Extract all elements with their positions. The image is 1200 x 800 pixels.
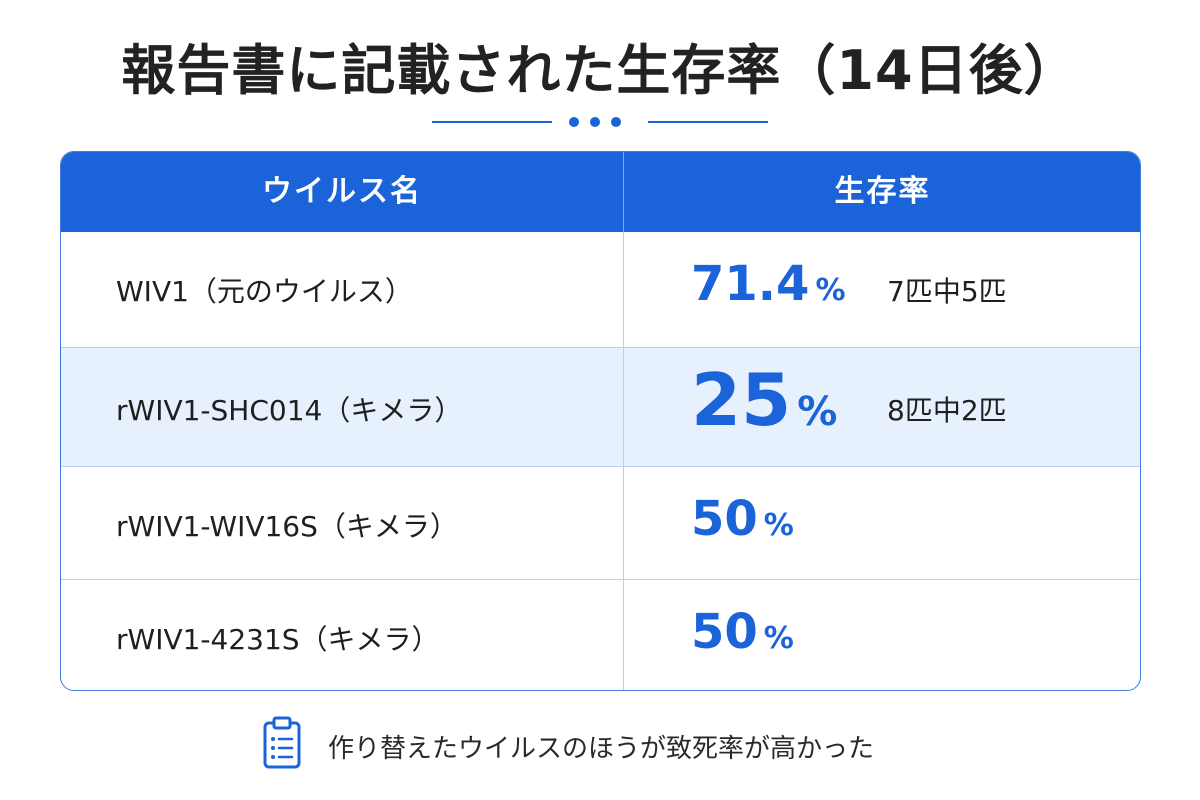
survival-rate-unit: % [797,389,838,435]
table-row: rWIV1-WIV16S（キメラ） 50% [61,467,1140,579]
virus-name: rWIV1-SHC014（キメラ） [116,394,463,427]
virus-name: rWIV1-4231S（キメラ） [116,623,440,656]
survival-table: ウイルス名 生存率 WIV1（元のウイルス） 71.4% 7匹中5匹 rWIV1… [60,151,1141,691]
survival-rate-value: 50 [691,491,758,547]
survival-rate: 25% [691,358,837,442]
virus-name: WIV1（元のウイルス） [116,275,413,308]
table-row-highlighted: rWIV1-SHC014（キメラ） 25% 8匹中2匹 [61,348,1140,466]
survival-rate: 71.4% [691,256,846,312]
clipboard-list-icon [263,716,301,769]
survival-rate-unit: % [815,273,846,308]
header-separator [623,152,624,232]
survival-rate-unit: % [763,508,794,543]
table-header: ウイルス名 生存率 [61,152,1140,232]
page-title: 報告書に記載された生存率（14日後） [121,39,1079,102]
survival-rate-value: 50 [691,604,758,660]
table-row: rWIV1-4231S（キメラ） 50% [61,580,1140,690]
header-virus-name: ウイルス名 [262,174,422,209]
survival-rate-value: 71.4 [691,256,810,312]
virus-name: rWIV1-WIV16S（キメラ） [116,510,458,543]
survival-rate: 50% [691,491,794,547]
survival-count: 8匹中2匹 [887,394,1007,427]
survival-rate-value: 25 [691,358,792,442]
divider-dot [611,117,621,127]
header-survival-rate: 生存率 [834,174,931,209]
divider-line-left [432,121,552,123]
row-divider [61,579,1140,580]
note: 作り替えたウイルスのほうが致死率が高かった [0,716,1200,776]
divider-dot [590,117,600,127]
table-row: WIV1（元のウイルス） 71.4% 7匹中5匹 [61,232,1140,347]
divider-line-right [648,121,768,123]
survival-rate-unit: % [763,621,794,656]
column-separator [623,232,624,690]
divider-dot [569,117,579,127]
title-divider [0,114,1200,130]
row-divider [61,466,1140,467]
survival-count: 7匹中5匹 [887,275,1007,308]
note-text: 作り替えたウイルスのほうが致死率が高かった [328,734,875,764]
row-divider [61,347,1140,348]
survival-rate: 50% [691,604,794,660]
